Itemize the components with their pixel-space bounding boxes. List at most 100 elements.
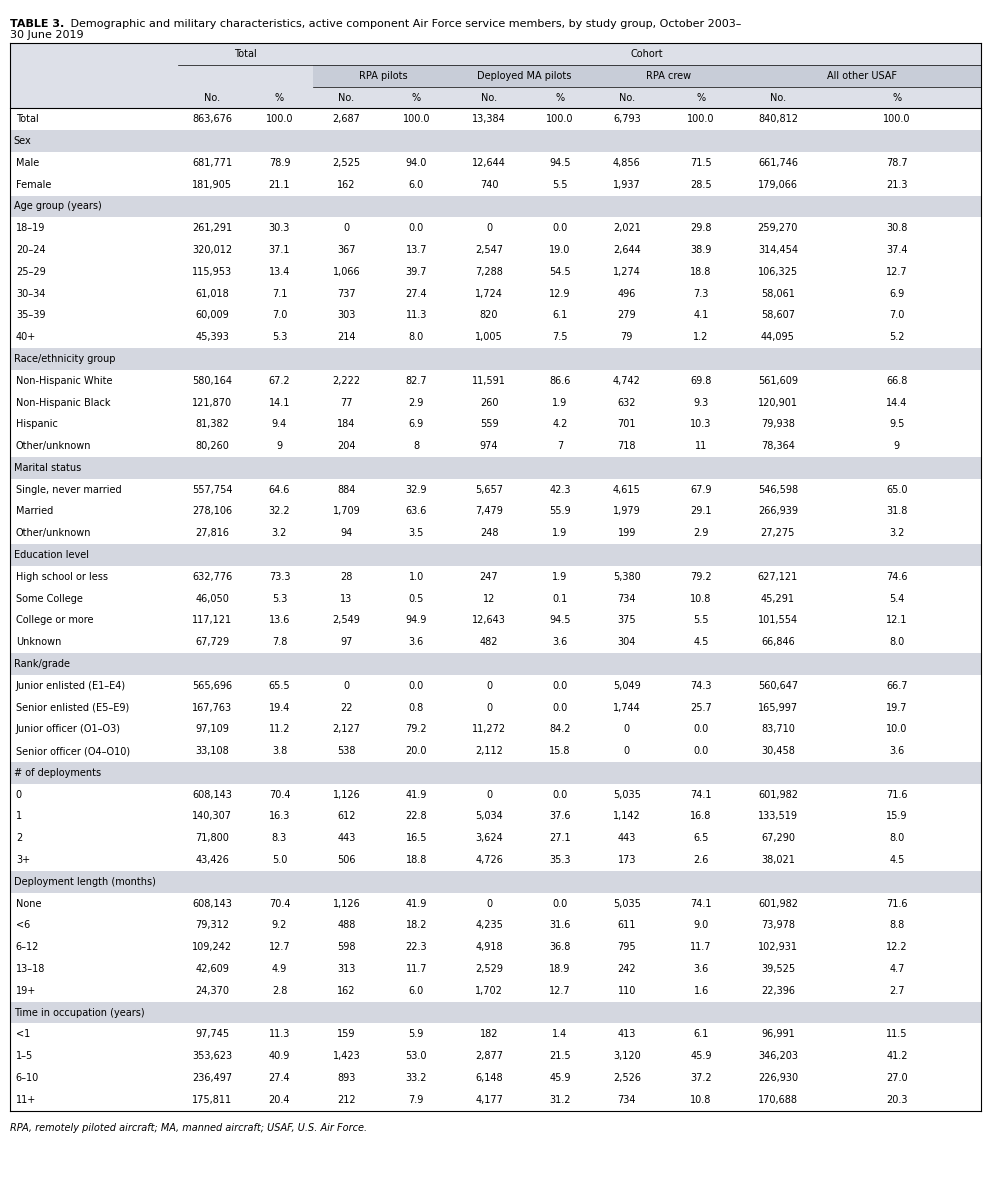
Bar [10, 348, 981, 370]
Text: 0.0: 0.0 [552, 899, 568, 909]
Text: 42,609: 42,609 [195, 964, 229, 974]
Text: 259,270: 259,270 [758, 224, 798, 233]
Text: 21.1: 21.1 [269, 180, 290, 189]
Text: 0.0: 0.0 [408, 224, 424, 233]
Text: 83,710: 83,710 [761, 724, 795, 734]
Text: 2,529: 2,529 [475, 964, 503, 974]
Text: Race/ethnicity group: Race/ethnicity group [14, 354, 115, 364]
Text: 106,325: 106,325 [758, 267, 798, 277]
Text: 2,525: 2,525 [332, 158, 361, 168]
Text: 6–10: 6–10 [16, 1073, 39, 1083]
Text: 8.3: 8.3 [272, 833, 287, 843]
Text: 19+: 19+ [16, 986, 36, 996]
Text: 35.3: 35.3 [549, 855, 571, 865]
Text: 170,688: 170,688 [758, 1095, 798, 1105]
Text: 140,307: 140,307 [192, 812, 232, 821]
Text: 175,811: 175,811 [192, 1095, 232, 1105]
Text: None: None [16, 899, 42, 909]
Text: 110: 110 [617, 986, 636, 996]
Text: Total: Total [235, 49, 257, 59]
Text: 11,272: 11,272 [472, 724, 506, 734]
Text: 2.6: 2.6 [694, 855, 709, 865]
Bar [10, 500, 981, 522]
Text: %: % [892, 92, 902, 103]
Text: 7.1: 7.1 [272, 288, 287, 298]
Text: 0.0: 0.0 [552, 790, 568, 800]
Text: 37.6: 37.6 [549, 812, 571, 821]
Text: 58,061: 58,061 [761, 288, 795, 298]
Text: 4.9: 4.9 [272, 964, 287, 974]
Text: 3.2: 3.2 [889, 528, 905, 539]
Text: RPA, remotely piloted aircraft; MA, manned aircraft; USAF, U.S. Air Force.: RPA, remotely piloted aircraft; MA, mann… [10, 1123, 367, 1132]
Bar [10, 479, 981, 500]
Text: 31.2: 31.2 [549, 1095, 571, 1105]
Text: 413: 413 [617, 1029, 636, 1039]
Text: 165,997: 165,997 [758, 703, 798, 712]
Bar [10, 43, 981, 109]
Text: <1: <1 [16, 1029, 30, 1039]
Text: 5.5: 5.5 [694, 615, 709, 625]
Text: 79,938: 79,938 [761, 419, 795, 430]
Text: 27.4: 27.4 [405, 288, 427, 298]
Text: 79: 79 [620, 333, 633, 342]
Text: 496: 496 [617, 288, 636, 298]
Text: 1,126: 1,126 [332, 899, 361, 909]
Text: 86.6: 86.6 [549, 376, 571, 385]
Text: 27.1: 27.1 [549, 833, 571, 843]
Text: 36.8: 36.8 [549, 942, 571, 952]
Text: 546,598: 546,598 [758, 485, 798, 494]
Text: Other/unknown: Other/unknown [16, 442, 91, 451]
Text: 1.9: 1.9 [552, 572, 568, 582]
Text: 598: 598 [337, 942, 356, 952]
Text: 1–5: 1–5 [16, 1051, 33, 1061]
Text: No.: No. [618, 92, 635, 103]
Text: 2.8: 2.8 [272, 986, 287, 996]
Text: 718: 718 [617, 442, 636, 451]
Text: 1,744: 1,744 [612, 703, 641, 712]
Text: 557,754: 557,754 [192, 485, 232, 494]
Text: 25.7: 25.7 [691, 703, 712, 712]
Text: 1,724: 1,724 [475, 288, 503, 298]
Text: 2,547: 2,547 [475, 245, 503, 255]
Text: Marital status: Marital status [14, 463, 81, 473]
Text: 28.5: 28.5 [691, 180, 712, 189]
Text: 37.2: 37.2 [691, 1073, 712, 1083]
Text: 8.0: 8.0 [889, 833, 905, 843]
Text: Other/unknown: Other/unknown [16, 528, 91, 539]
Text: 82.7: 82.7 [405, 376, 427, 385]
Text: 12,644: 12,644 [472, 158, 506, 168]
Text: Married: Married [16, 506, 54, 516]
Text: TABLE 3.: TABLE 3. [10, 19, 64, 29]
Text: 38.9: 38.9 [691, 245, 712, 255]
Text: 45,393: 45,393 [195, 333, 229, 342]
Text: 27,275: 27,275 [761, 528, 795, 539]
Text: 11.2: 11.2 [269, 724, 290, 734]
Text: 100.0: 100.0 [546, 115, 574, 124]
Text: 120,901: 120,901 [758, 397, 798, 407]
Text: 7.0: 7.0 [889, 310, 905, 321]
Text: 32.9: 32.9 [405, 485, 427, 494]
Bar [10, 1045, 981, 1067]
Text: 7.3: 7.3 [694, 288, 709, 298]
Text: 11.3: 11.3 [405, 310, 427, 321]
Text: 538: 538 [337, 746, 356, 757]
Text: 28: 28 [340, 572, 353, 582]
Text: 611: 611 [617, 920, 636, 930]
Text: 204: 204 [337, 442, 356, 451]
Text: 71.5: 71.5 [691, 158, 712, 168]
Text: 6,793: 6,793 [612, 115, 641, 124]
Text: 8: 8 [413, 442, 419, 451]
Text: 314,454: 314,454 [758, 245, 798, 255]
Text: 1.4: 1.4 [552, 1029, 568, 1039]
Text: 65.0: 65.0 [886, 485, 908, 494]
Text: Deployment length (months): Deployment length (months) [14, 877, 156, 887]
Text: 212: 212 [337, 1095, 356, 1105]
Bar [10, 697, 981, 718]
Bar [10, 261, 981, 282]
Text: 12,643: 12,643 [472, 615, 506, 625]
Text: 313: 313 [337, 964, 356, 974]
Text: 2,222: 2,222 [332, 376, 361, 385]
Text: 2,021: 2,021 [612, 224, 641, 233]
Text: 7.5: 7.5 [552, 333, 568, 342]
Text: 16.5: 16.5 [405, 833, 427, 843]
